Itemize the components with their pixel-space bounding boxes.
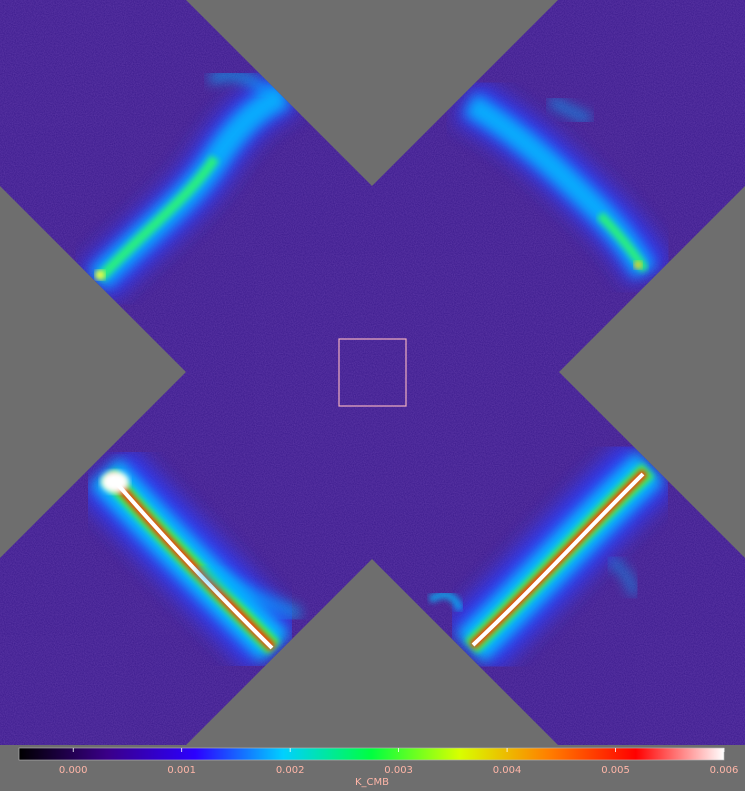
colorbar-tick-label: 0.000 <box>58 765 88 776</box>
emission-band-top-right <box>453 79 671 286</box>
emission-band-bottom-right <box>427 439 674 674</box>
map-noise <box>0 0 745 745</box>
emission-band-top-left <box>78 68 300 302</box>
colorbar-tick-label: 0.006 <box>709 765 739 776</box>
colorbar-unit-label: K_CMB <box>354 777 390 788</box>
colorbar-tick-label: 0.001 <box>167 765 197 776</box>
colorbar: 0.000 0.001 0.002 0.003 0.004 0.005 0.006 K_CM… <box>0 746 745 791</box>
emission-band-bottom-left <box>78 446 303 673</box>
colorbar-tick-label: 0.004 <box>492 765 522 776</box>
colorbar-tick-label: 0.002 <box>275 765 305 776</box>
colorbar-gradient <box>18 747 725 761</box>
colorbar-tick-label: 0.003 <box>384 765 413 776</box>
sky-map <box>0 0 745 745</box>
selection-box[interactable] <box>338 338 407 407</box>
colorbar-tick-label: 0.005 <box>601 765 630 776</box>
